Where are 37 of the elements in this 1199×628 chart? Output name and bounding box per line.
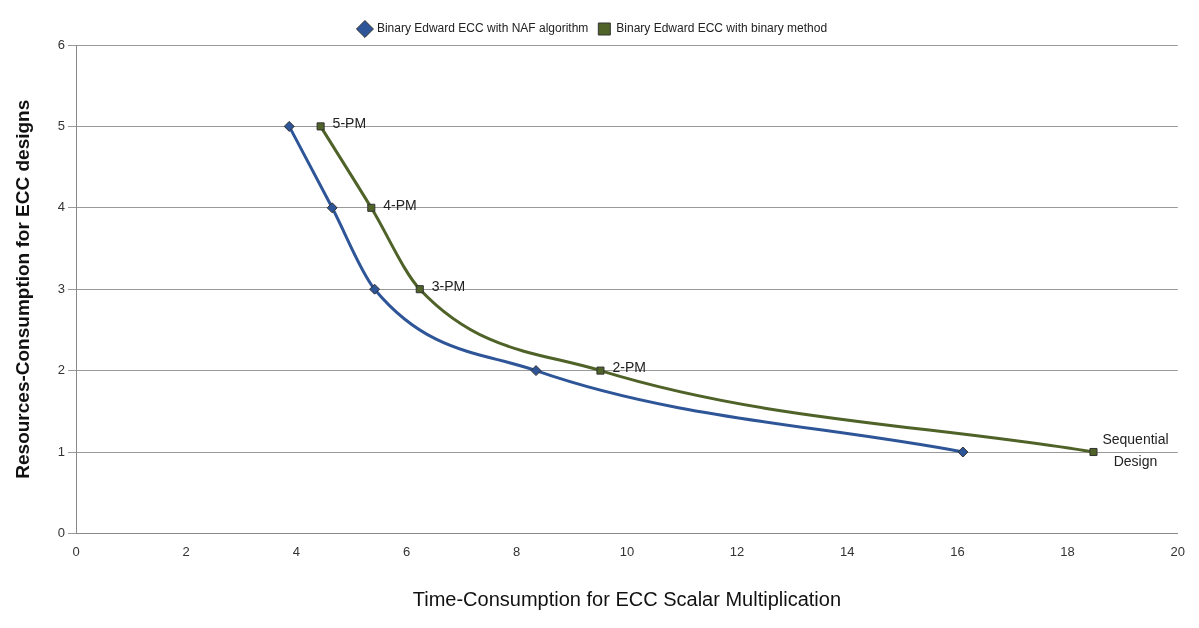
point	[957, 446, 969, 458]
annotation: 4-PM	[383, 196, 417, 213]
x-tick-label: 2	[182, 543, 190, 559]
x-tick-label: 16	[950, 543, 965, 559]
point	[367, 203, 376, 212]
point	[596, 366, 605, 375]
y-tick-label: 5	[57, 117, 66, 133]
y-tick-label: 3	[57, 280, 66, 296]
x-tick-label: 18	[1060, 543, 1075, 559]
y-axis-title: Resources-Consumption for ECC designs	[11, 99, 33, 479]
y-tick-label: 6	[57, 36, 66, 52]
point	[530, 365, 542, 377]
y-tick-label: 1	[57, 443, 66, 459]
annotation: 2-PM	[612, 359, 646, 376]
x-tick-label: 0	[72, 543, 80, 559]
y-tick-label: 4	[57, 199, 66, 215]
x-axis-title: Time-Consumption for ECC Scalar Multiplication	[412, 587, 842, 610]
point	[1089, 447, 1098, 457]
x-tick-label: 4	[292, 543, 300, 559]
x-tick-label: 8	[513, 543, 521, 559]
point	[369, 283, 381, 295]
legend-label: Binary Edward ECC with binary method	[616, 21, 828, 36]
y-tick-label: 0	[57, 524, 66, 540]
x-tick-label: 12	[729, 543, 745, 559]
annotation: 5-PM	[332, 115, 367, 132]
legend-label: Binary Edward ECC with NAF algorithm	[376, 21, 589, 36]
annotation: Sequential Design	[1102, 430, 1169, 469]
y-tick-label: 2	[57, 362, 66, 378]
point	[283, 120, 295, 132]
annotation: 3-PM	[431, 278, 466, 295]
point	[415, 285, 424, 294]
x-tick-label: 14	[840, 543, 855, 559]
x-tick-label: 10	[619, 543, 635, 559]
x-tick-label: 20	[1170, 543, 1185, 559]
point	[326, 202, 338, 214]
point	[316, 122, 325, 131]
x-tick-label: 6	[402, 543, 411, 559]
